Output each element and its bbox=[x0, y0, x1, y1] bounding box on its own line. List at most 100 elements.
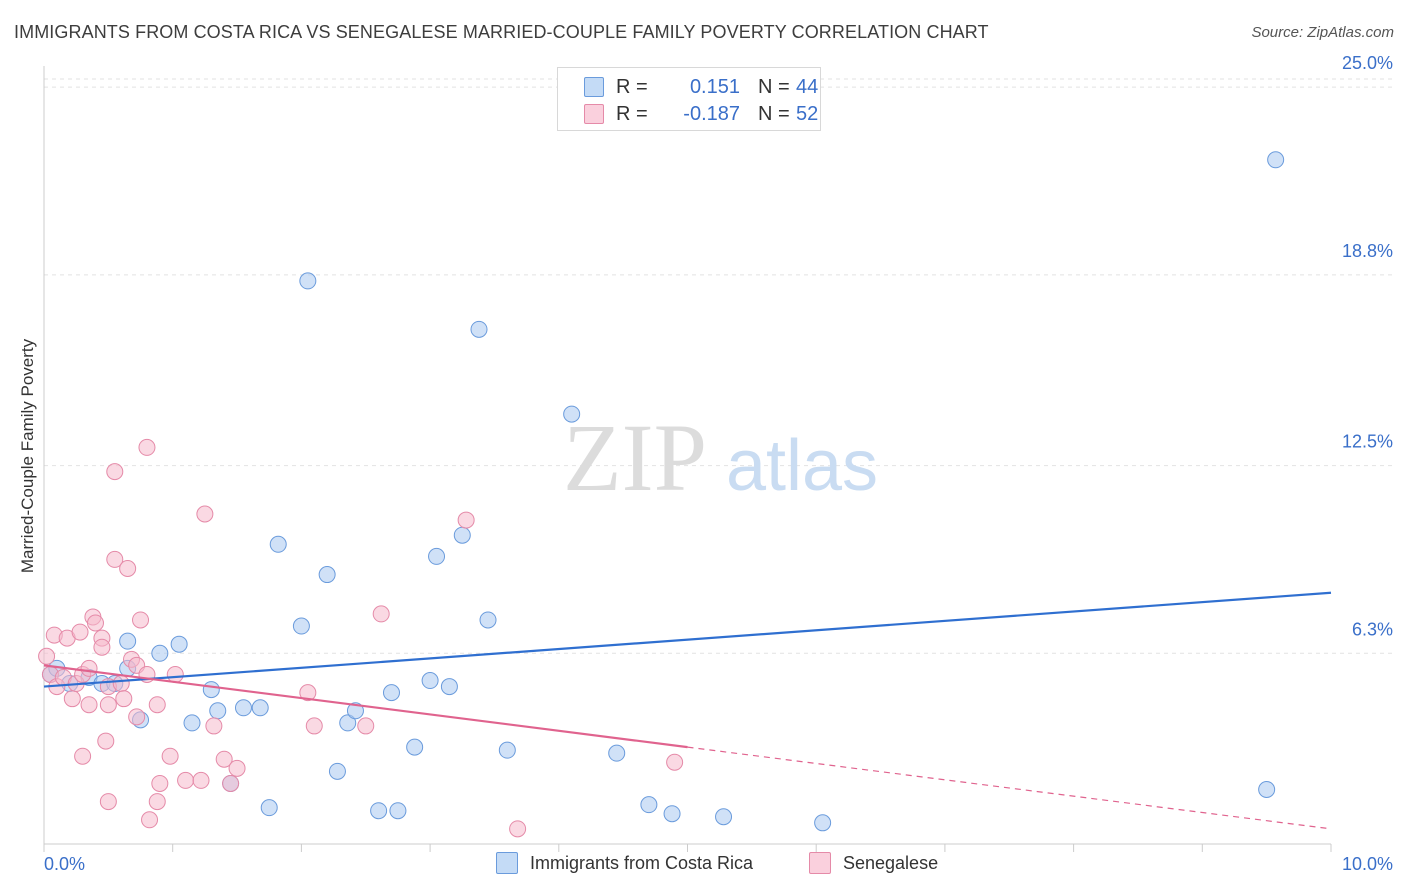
data-point-costa-rica bbox=[119, 632, 137, 650]
data-point-senegalese bbox=[509, 820, 527, 838]
data-point-costa-rica bbox=[370, 802, 388, 820]
bottom-legend-costa-rica: Immigrants from Costa Rica bbox=[496, 852, 753, 874]
data-point-senegalese bbox=[80, 696, 98, 714]
data-point-senegalese bbox=[99, 696, 117, 714]
data-point-senegalese bbox=[138, 438, 156, 456]
data-point-costa-rica bbox=[640, 796, 658, 814]
data-point-costa-rica bbox=[234, 699, 252, 717]
data-point-costa-rica bbox=[269, 535, 287, 553]
watermark-zip: ZIP bbox=[563, 404, 707, 511]
data-point-costa-rica bbox=[328, 762, 346, 780]
data-point-senegalese bbox=[215, 750, 233, 768]
data-point-senegalese bbox=[38, 647, 56, 665]
legend-swatch-costa-rica bbox=[584, 77, 604, 97]
trend-line-costa-rica bbox=[43, 591, 1332, 688]
data-point-costa-rica bbox=[292, 617, 310, 635]
y-tick-label: 18.8% bbox=[1342, 241, 1393, 261]
data-point-costa-rica bbox=[406, 738, 424, 756]
data-point-senegalese bbox=[299, 684, 317, 702]
legend-r-value: 0.151 bbox=[689, 75, 740, 98]
data-point-senegalese bbox=[63, 690, 81, 708]
data-point-senegalese bbox=[115, 690, 133, 708]
chart-title: IMMIGRANTS FROM COSTA RICA VS SENEGALESE… bbox=[14, 22, 989, 42]
watermark: ZIP atlas bbox=[563, 404, 878, 511]
bottom-legend-label-costa-rica: Immigrants from Costa Rica bbox=[530, 852, 754, 873]
data-point-costa-rica bbox=[260, 799, 278, 817]
data-point-senegalese bbox=[93, 638, 111, 656]
bottom-legend-swatch-costa-rica bbox=[496, 852, 518, 874]
data-point-costa-rica bbox=[183, 714, 201, 732]
data-point-senegalese bbox=[80, 659, 98, 677]
data-point-senegalese bbox=[151, 774, 169, 792]
data-point-costa-rica bbox=[498, 741, 516, 759]
data-point-costa-rica bbox=[421, 672, 439, 690]
data-point-costa-rica bbox=[209, 702, 227, 720]
data-point-costa-rica bbox=[428, 547, 446, 565]
data-point-costa-rica bbox=[479, 611, 497, 629]
data-point-senegalese bbox=[86, 614, 104, 632]
legend-r-label: R = bbox=[616, 102, 648, 125]
data-point-costa-rica bbox=[339, 714, 357, 732]
legend-swatch-senegalese bbox=[584, 104, 604, 124]
bottom-legend-senegalese: Senegalese bbox=[809, 852, 938, 874]
data-point-senegalese bbox=[166, 665, 184, 683]
data-point-senegalese bbox=[119, 560, 137, 578]
trend-line-senegalese-extension bbox=[687, 746, 1332, 830]
data-point-costa-rica bbox=[202, 681, 220, 699]
data-point-senegalese bbox=[97, 732, 115, 750]
data-point-costa-rica bbox=[170, 635, 188, 653]
data-point-senegalese bbox=[228, 759, 246, 777]
data-point-senegalese bbox=[106, 463, 124, 481]
data-point-costa-rica bbox=[608, 744, 626, 762]
data-point-costa-rica bbox=[1258, 781, 1276, 799]
data-point-costa-rica bbox=[299, 272, 317, 290]
data-point-costa-rica bbox=[346, 702, 364, 720]
source-label: Source: ZipAtlas.com bbox=[1251, 24, 1394, 41]
data-point-senegalese bbox=[112, 675, 130, 693]
data-point-senegalese bbox=[192, 771, 210, 789]
data-point-costa-rica bbox=[663, 805, 681, 823]
data-point-costa-rica bbox=[440, 678, 458, 696]
trend-lines bbox=[43, 591, 1332, 830]
y-tick-label: 25.0% bbox=[1342, 53, 1393, 73]
data-point-senegalese bbox=[148, 696, 166, 714]
data-point-senegalese bbox=[106, 550, 124, 568]
data-point-senegalese bbox=[457, 511, 475, 529]
data-point-costa-rica bbox=[453, 526, 471, 544]
bottom-legend-label-senegalese: Senegalese bbox=[843, 852, 939, 873]
axes bbox=[43, 66, 1332, 852]
data-point-senegalese bbox=[148, 793, 166, 811]
data-point-senegalese bbox=[141, 811, 159, 829]
data-point-costa-rica bbox=[382, 684, 400, 702]
x-tick-label-min: 0.0% bbox=[44, 854, 85, 874]
data-point-senegalese bbox=[74, 747, 92, 765]
data-point-costa-rica bbox=[715, 808, 733, 826]
legend-r-label: R = bbox=[616, 75, 648, 98]
tick-labels: 6.3% 12.5% 18.8% 25.0% 0.0% 10.0% bbox=[44, 53, 1393, 874]
legend-n-label: N = bbox=[758, 75, 790, 98]
watermark-atlas: atlas bbox=[726, 426, 878, 506]
x-tick-label-max: 10.0% bbox=[1342, 854, 1393, 874]
data-point-senegalese bbox=[128, 708, 146, 726]
data-point-senegalese bbox=[177, 771, 195, 789]
gridlines bbox=[44, 78, 1392, 654]
data-point-senegalese bbox=[205, 717, 223, 735]
data-point-senegalese bbox=[666, 753, 684, 771]
legend: R = 0.151 N = 44 R = -0.187 N = 52 bbox=[557, 67, 821, 131]
data-point-costa-rica bbox=[389, 802, 407, 820]
data-point-costa-rica bbox=[563, 405, 581, 423]
data-point-costa-rica bbox=[814, 814, 832, 832]
data-point-senegalese bbox=[132, 611, 150, 629]
y-tick-label: 12.5% bbox=[1342, 432, 1393, 452]
data-point-costa-rica bbox=[1267, 151, 1285, 169]
data-point-costa-rica bbox=[151, 644, 169, 662]
y-tick-label: 6.3% bbox=[1352, 619, 1393, 639]
data-point-senegalese bbox=[305, 717, 323, 735]
data-point-costa-rica bbox=[318, 566, 336, 584]
trend-line-senegalese bbox=[43, 664, 688, 749]
data-point-senegalese bbox=[99, 793, 117, 811]
data-point-costa-rica bbox=[470, 320, 488, 338]
legend-n-value: 44 bbox=[796, 75, 819, 98]
data-point-senegalese bbox=[222, 774, 240, 792]
